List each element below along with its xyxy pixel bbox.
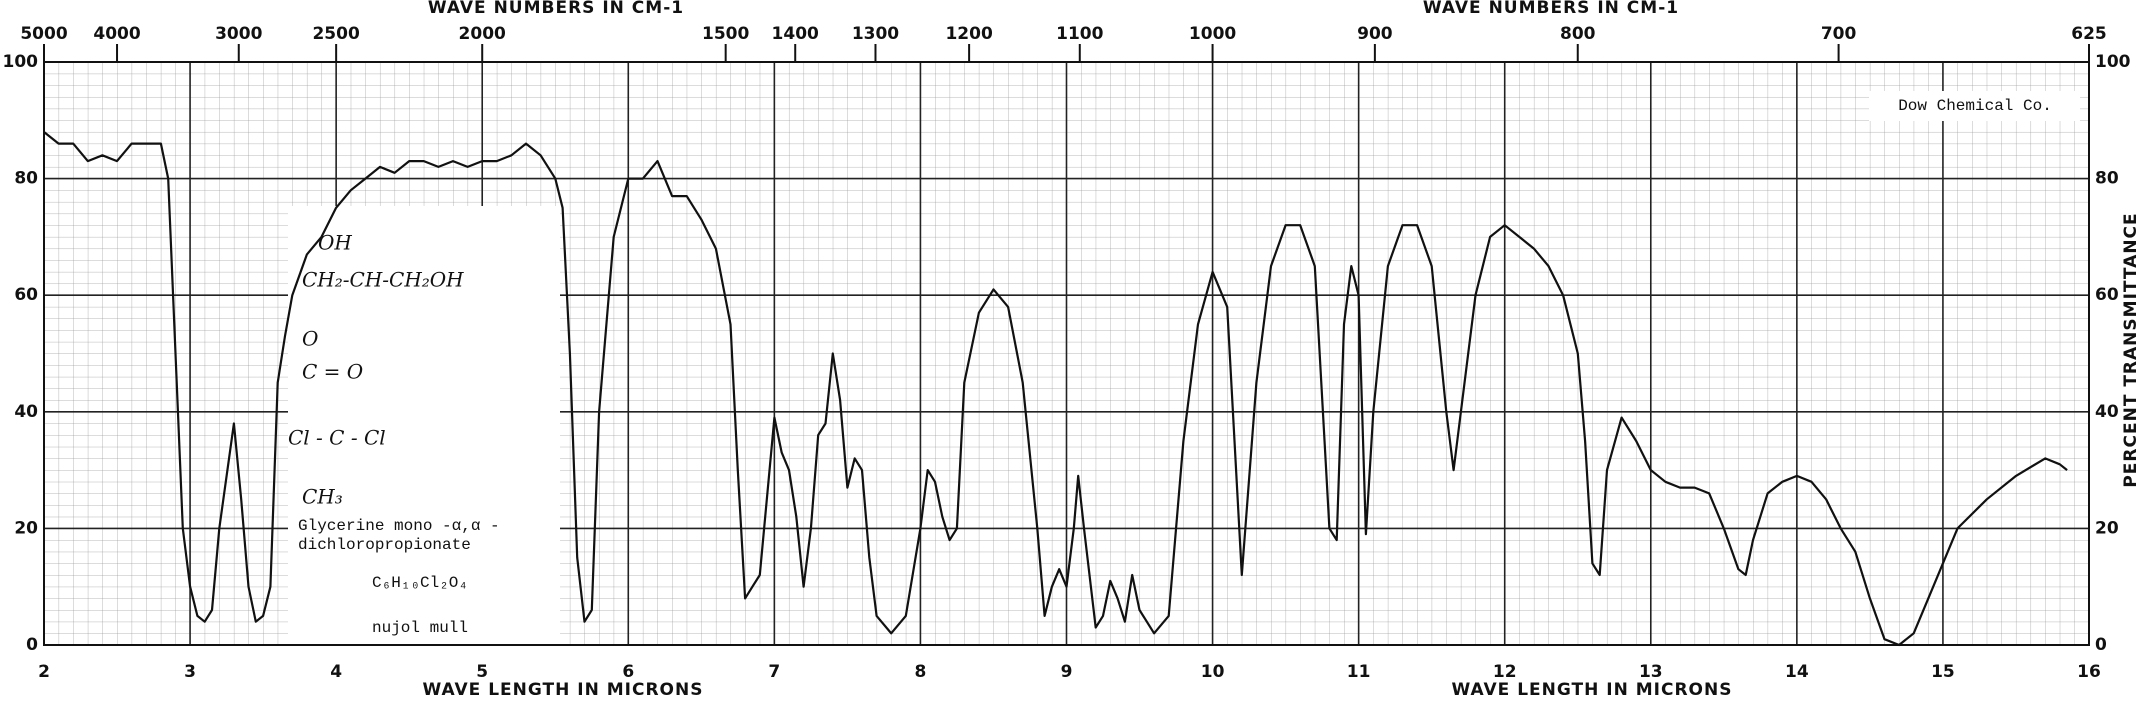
y-tick-label: 20 [14,518,38,538]
top-tick-label: 1400 [772,24,819,44]
x-tick-label: 15 [1931,662,1955,682]
top-axis-title: WAVE NUMBERS IN CM-1 [1423,0,1679,18]
top-tick-label: 4000 [93,24,140,44]
y-axis-title: PERCENT TRANSMITTANCE [2121,212,2141,487]
y-tick-label-right: 40 [2095,402,2119,422]
y-tick-label: 0 [26,635,38,655]
structure-line: CH₂-CH-CH₂OH [302,268,464,292]
top-tick-label: 625 [2071,24,2107,44]
x-tick-label: 10 [1201,662,1225,682]
x-tick-label: 11 [1347,662,1371,682]
y-tick-label-right: 0 [2095,635,2107,655]
structure-line: O [302,327,318,351]
top-tick-label: 5000 [20,24,67,44]
source-box [1869,91,2080,121]
top-tick-label: 2000 [459,24,506,44]
compound-name: Glycerine mono -α,α - [298,517,500,535]
y-tick-label-right: 60 [2095,285,2119,305]
top-tick-label: 1100 [1056,24,1103,44]
x-axis-title: WAVE LENGTH IN MICRONS [423,680,704,698]
x-tick-label: 9 [1061,662,1073,682]
spectrum-line [43,131,2068,647]
x-tick-label: 3 [184,662,196,682]
formula: C₆H₁₀Cl₂O₄ [372,574,468,592]
top-tick-label: 700 [1821,24,1857,44]
top-axis-title: WAVE NUMBERS IN CM-1 [428,0,684,18]
y-tick-label: 60 [14,285,38,305]
x-axis-title: WAVE LENGTH IN MICRONS [1452,680,1733,698]
top-tick-label: 1300 [852,24,899,44]
top-tick-label: 1200 [945,24,992,44]
y-tick-label: 80 [14,169,38,189]
x-tick-label: 7 [768,662,780,682]
y-tick-label-right: 80 [2095,169,2119,189]
x-tick-label: 5 [476,662,488,682]
x-tick-label: 8 [915,662,927,682]
compound-name: dichloropropionate [298,536,471,554]
x-tick-label: 4 [330,662,342,682]
plot-frame [43,61,2090,646]
x-tick-label: 12 [1493,662,1517,682]
annotation-box [288,206,560,645]
top-tick-label: 800 [1560,24,1596,44]
structure-line: CH₃ [302,485,343,509]
structure-line: Cl - C - Cl [288,426,386,450]
y-tick-label: 100 [3,52,39,72]
top-tick-label: 1500 [702,24,749,44]
medium: nujol mull [372,619,468,637]
y-tick-label-right: 20 [2095,518,2119,538]
x-tick-label: 2 [38,662,50,682]
x-tick-label: 16 [2077,662,2101,682]
top-tick-label: 900 [1357,24,1393,44]
top-tick-label: 3000 [215,24,262,44]
x-tick-label: 13 [1639,662,1663,682]
y-tick-label: 40 [14,402,38,422]
x-tick-label: 6 [622,662,634,682]
y-tick-label-right: 100 [2095,52,2131,72]
x-tick-label: 14 [1785,662,1809,682]
top-tick-label: 1000 [1189,24,1236,44]
top-tick-label: 2500 [312,24,359,44]
source: Dow Chemical Co. [1898,97,2052,115]
structure-line: C = O [302,360,363,384]
